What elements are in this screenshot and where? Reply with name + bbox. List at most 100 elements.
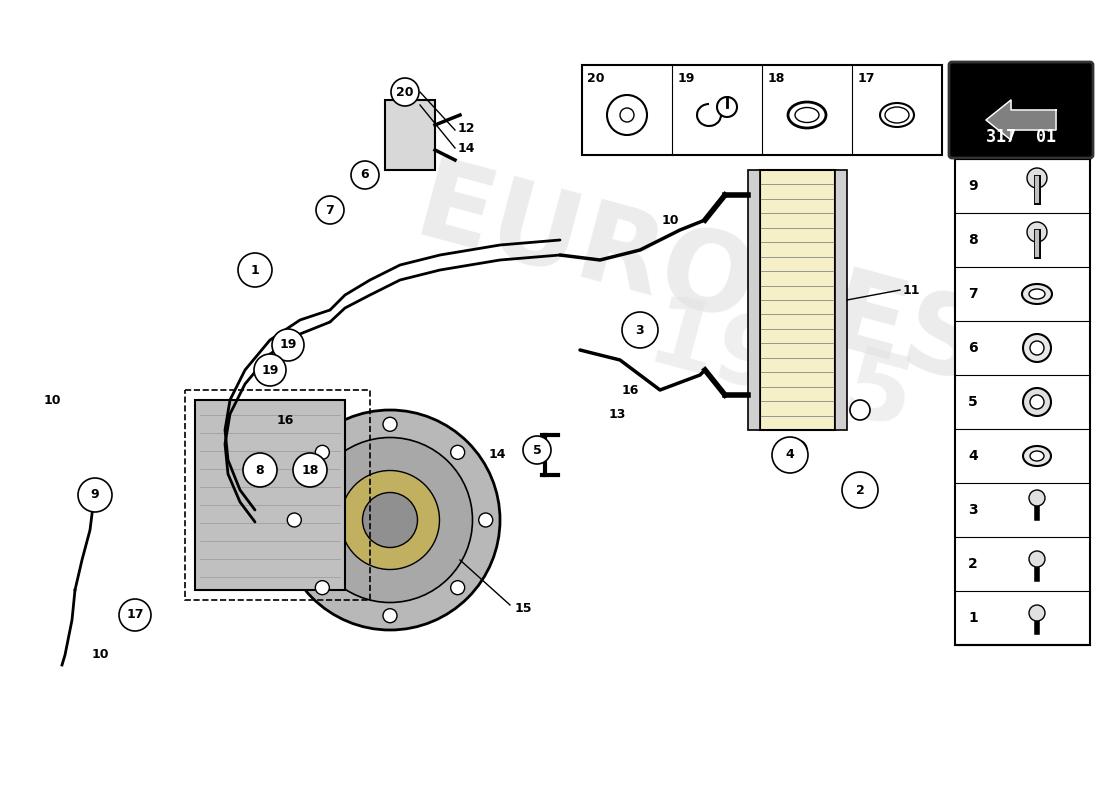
Text: 13: 13: [608, 409, 626, 422]
Text: 18: 18: [301, 463, 319, 477]
Ellipse shape: [1023, 446, 1050, 466]
Circle shape: [842, 472, 878, 508]
Circle shape: [620, 108, 634, 122]
Ellipse shape: [1022, 284, 1052, 304]
Bar: [582, 65, 942, 155]
Text: 2: 2: [856, 483, 865, 497]
Text: 19: 19: [262, 363, 278, 377]
Circle shape: [254, 354, 286, 386]
Circle shape: [78, 478, 112, 512]
Circle shape: [772, 437, 808, 473]
Circle shape: [280, 410, 500, 630]
Circle shape: [308, 438, 473, 602]
Ellipse shape: [880, 103, 914, 127]
Circle shape: [717, 97, 737, 117]
Text: 6: 6: [968, 341, 978, 355]
Circle shape: [390, 78, 419, 106]
Circle shape: [786, 440, 807, 460]
Bar: [955, 159, 1090, 645]
Circle shape: [363, 493, 418, 547]
Text: 19: 19: [678, 73, 695, 86]
Text: 4: 4: [968, 449, 978, 463]
Text: 7: 7: [326, 203, 334, 217]
Circle shape: [1023, 334, 1050, 362]
Circle shape: [316, 446, 329, 459]
Text: 20: 20: [587, 73, 605, 86]
Circle shape: [850, 400, 870, 420]
FancyBboxPatch shape: [949, 62, 1093, 158]
Circle shape: [383, 418, 397, 431]
Ellipse shape: [795, 107, 820, 122]
Text: 12: 12: [458, 122, 475, 134]
Circle shape: [341, 470, 440, 570]
Circle shape: [1027, 168, 1047, 188]
Text: 9: 9: [90, 489, 99, 502]
Bar: [835, 170, 847, 430]
Text: 10: 10: [661, 214, 679, 226]
Circle shape: [351, 161, 380, 189]
Text: 17: 17: [857, 73, 874, 86]
Bar: [748, 170, 760, 430]
Circle shape: [1028, 490, 1045, 506]
Circle shape: [383, 609, 397, 622]
Bar: [185, 390, 370, 600]
Circle shape: [316, 581, 329, 594]
Circle shape: [238, 253, 272, 287]
Text: 3: 3: [968, 503, 978, 517]
Text: 5: 5: [968, 395, 978, 409]
Circle shape: [293, 453, 327, 487]
Text: 1985: 1985: [637, 290, 923, 450]
Text: 1: 1: [968, 611, 978, 625]
Circle shape: [272, 329, 304, 361]
Text: 19: 19: [279, 338, 297, 351]
Text: 20: 20: [396, 86, 414, 98]
Circle shape: [119, 599, 151, 631]
Text: 3: 3: [636, 323, 645, 337]
Text: 5: 5: [532, 443, 541, 457]
Text: 17: 17: [126, 609, 144, 622]
Circle shape: [316, 196, 344, 224]
Text: 8: 8: [968, 233, 978, 247]
Circle shape: [1023, 388, 1050, 416]
Text: 15: 15: [515, 602, 532, 614]
Circle shape: [1030, 341, 1044, 355]
Text: EUROPES: EUROPES: [404, 153, 996, 407]
Circle shape: [621, 312, 658, 348]
Text: 4: 4: [785, 449, 794, 462]
Text: 10: 10: [43, 394, 60, 406]
Ellipse shape: [886, 107, 909, 123]
Text: 10: 10: [91, 649, 109, 662]
Bar: [195, 400, 345, 590]
Text: 2: 2: [968, 557, 978, 571]
Text: 317  01: 317 01: [986, 128, 1056, 146]
Circle shape: [1030, 395, 1044, 409]
Polygon shape: [986, 100, 1056, 140]
Text: 16: 16: [276, 414, 294, 426]
Ellipse shape: [1028, 289, 1045, 299]
Circle shape: [451, 581, 464, 594]
Text: 7: 7: [968, 287, 978, 301]
Circle shape: [1028, 605, 1045, 621]
Circle shape: [1027, 222, 1047, 242]
Text: 1: 1: [251, 263, 260, 277]
Text: 16: 16: [621, 383, 639, 397]
Text: 18: 18: [768, 73, 784, 86]
Ellipse shape: [1030, 451, 1044, 461]
Text: a place for parts: a place for parts: [226, 474, 475, 566]
Text: 9: 9: [968, 179, 978, 193]
Circle shape: [451, 446, 464, 459]
Circle shape: [287, 513, 301, 527]
Text: 6: 6: [361, 169, 370, 182]
Text: 11: 11: [903, 283, 921, 297]
Text: 14: 14: [458, 142, 475, 154]
Bar: [385, 100, 435, 170]
Circle shape: [243, 453, 277, 487]
Text: 8: 8: [255, 463, 264, 477]
Circle shape: [607, 95, 647, 135]
Ellipse shape: [788, 102, 826, 128]
Bar: [760, 170, 835, 430]
Circle shape: [1028, 551, 1045, 567]
Circle shape: [478, 513, 493, 527]
Circle shape: [522, 436, 551, 464]
Text: 14: 14: [488, 449, 506, 462]
